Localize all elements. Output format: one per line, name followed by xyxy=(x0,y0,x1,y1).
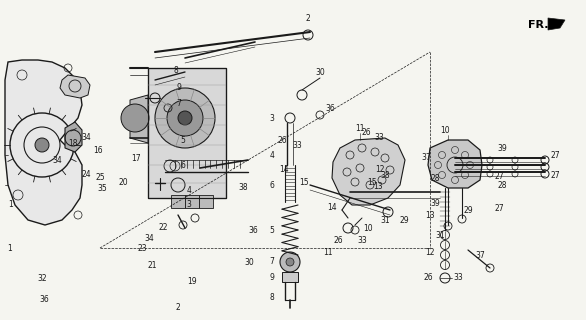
Text: 26: 26 xyxy=(333,236,343,244)
Text: 34: 34 xyxy=(82,133,91,142)
Text: 17: 17 xyxy=(131,154,141,163)
Circle shape xyxy=(155,88,215,148)
Text: 20: 20 xyxy=(118,178,128,187)
Text: 3: 3 xyxy=(270,114,274,123)
Text: 24: 24 xyxy=(82,170,91,179)
Text: 39: 39 xyxy=(430,199,440,208)
Polygon shape xyxy=(282,272,298,282)
Text: 26: 26 xyxy=(278,136,287,145)
Polygon shape xyxy=(5,60,82,225)
Text: 11: 11 xyxy=(355,124,364,132)
Circle shape xyxy=(178,111,192,125)
Text: 37: 37 xyxy=(422,153,431,162)
Text: 8: 8 xyxy=(270,293,274,302)
Text: 1: 1 xyxy=(8,200,13,209)
Text: 26: 26 xyxy=(362,128,371,137)
Text: 1: 1 xyxy=(8,244,12,252)
Text: 15: 15 xyxy=(299,178,308,187)
Text: 35: 35 xyxy=(98,184,107,193)
Text: 30: 30 xyxy=(315,68,325,76)
Circle shape xyxy=(280,252,300,272)
Text: 7: 7 xyxy=(270,258,274,267)
Text: 4: 4 xyxy=(186,186,191,195)
Text: 31: 31 xyxy=(381,216,390,225)
Text: 19: 19 xyxy=(188,277,197,286)
Text: 6: 6 xyxy=(270,180,274,189)
Text: 33: 33 xyxy=(453,274,463,283)
Circle shape xyxy=(121,104,149,132)
Text: 2: 2 xyxy=(306,13,311,22)
Polygon shape xyxy=(60,75,90,98)
Text: 15: 15 xyxy=(367,178,377,187)
Text: 13: 13 xyxy=(373,182,383,191)
Text: 3: 3 xyxy=(186,200,191,209)
Text: FR.: FR. xyxy=(528,20,548,30)
Text: 16: 16 xyxy=(94,146,103,155)
Text: 22: 22 xyxy=(158,223,168,232)
Text: 28: 28 xyxy=(498,180,507,189)
Text: 13: 13 xyxy=(425,211,435,220)
Text: 31: 31 xyxy=(435,230,445,239)
Polygon shape xyxy=(185,195,199,208)
Text: 27: 27 xyxy=(550,171,560,180)
Polygon shape xyxy=(171,195,185,208)
Text: 23: 23 xyxy=(138,244,147,252)
Text: 30: 30 xyxy=(244,258,254,267)
Text: 38: 38 xyxy=(380,171,390,180)
Polygon shape xyxy=(148,68,226,198)
Text: 9: 9 xyxy=(270,273,274,282)
Polygon shape xyxy=(130,95,148,143)
Text: 38: 38 xyxy=(239,183,248,192)
Text: 39: 39 xyxy=(497,143,507,153)
Text: 7: 7 xyxy=(176,99,181,108)
Text: 6: 6 xyxy=(180,161,185,170)
Text: 26: 26 xyxy=(423,274,433,283)
Text: 28: 28 xyxy=(430,174,440,183)
Text: 11: 11 xyxy=(323,248,333,257)
Text: 27: 27 xyxy=(495,172,504,180)
Text: 36: 36 xyxy=(248,226,258,235)
Polygon shape xyxy=(428,140,482,188)
Circle shape xyxy=(167,100,203,136)
Text: 36: 36 xyxy=(39,295,49,304)
Text: 21: 21 xyxy=(148,261,157,270)
Text: 36: 36 xyxy=(325,103,335,113)
Polygon shape xyxy=(65,122,82,152)
Text: 29: 29 xyxy=(400,216,409,225)
Polygon shape xyxy=(548,18,565,30)
Text: 12: 12 xyxy=(425,247,435,257)
Text: 2: 2 xyxy=(175,303,180,312)
Text: 33: 33 xyxy=(357,236,367,244)
Text: 37: 37 xyxy=(475,251,485,260)
Text: 27: 27 xyxy=(550,150,560,159)
Text: 14: 14 xyxy=(280,165,289,174)
Text: 14: 14 xyxy=(327,203,337,212)
Text: 34: 34 xyxy=(145,234,154,243)
Text: 10: 10 xyxy=(363,224,373,233)
Polygon shape xyxy=(332,138,405,205)
Polygon shape xyxy=(199,195,213,208)
Text: 34: 34 xyxy=(53,156,62,164)
Text: 9: 9 xyxy=(176,83,181,92)
Text: 33: 33 xyxy=(293,141,302,150)
Text: 18: 18 xyxy=(69,139,78,148)
Text: 12: 12 xyxy=(375,165,384,174)
Text: 32: 32 xyxy=(38,274,47,283)
Text: 27: 27 xyxy=(495,204,504,212)
Text: 10: 10 xyxy=(440,125,450,134)
Text: 5: 5 xyxy=(270,226,274,235)
Text: 4: 4 xyxy=(270,150,274,159)
Circle shape xyxy=(286,258,294,266)
Circle shape xyxy=(35,138,49,152)
Text: 29: 29 xyxy=(463,205,473,214)
Text: 33: 33 xyxy=(375,133,384,142)
Text: 25: 25 xyxy=(96,173,105,182)
Text: 8: 8 xyxy=(173,66,178,75)
Text: 5: 5 xyxy=(180,136,185,145)
